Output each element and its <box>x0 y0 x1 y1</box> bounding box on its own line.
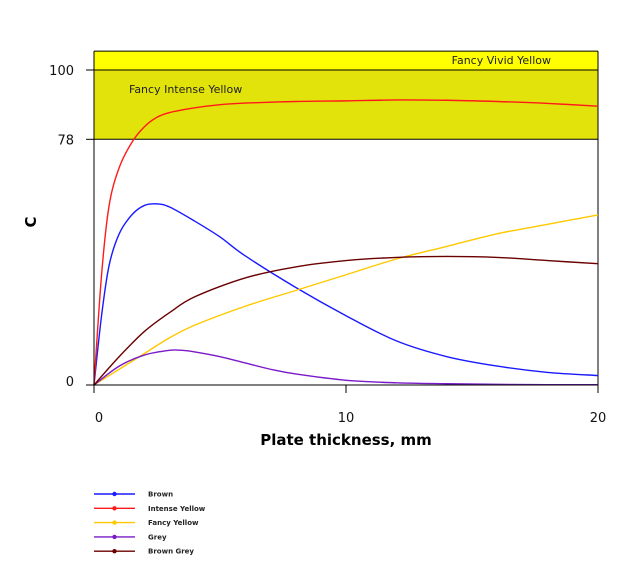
series-line-fancy-yellow <box>93 214 599 386</box>
series-line-brown <box>93 203 599 386</box>
y-axis-label: C <box>22 216 40 227</box>
legend-label-brown: Brown <box>148 491 173 499</box>
legend-item-brown: Brown <box>94 491 173 499</box>
series-line-grey <box>93 349 599 386</box>
legend-marker-grey <box>112 534 117 540</box>
x-axis-label: Plate thickness, mm <box>260 431 432 449</box>
y-tick-label-100: 100 <box>49 64 74 79</box>
legend-item-intense-yellow: Intense Yellow <box>94 505 206 513</box>
legend-label-fancy-yellow: Fancy Yellow <box>148 519 199 527</box>
legend-item-grey: Grey <box>94 533 167 541</box>
y-tick-label-78: 78 <box>57 133 74 148</box>
axes <box>86 51 599 393</box>
band-fancy-vivid-yellow <box>94 51 598 70</box>
band-label-fancy-vivid-yellow: Fancy Vivid Yellow <box>452 54 551 67</box>
legend-marker-fancy-yellow <box>112 520 117 525</box>
legend-marker-brown-grey <box>112 549 117 554</box>
plot-frame <box>94 50 599 385</box>
band-label-fancy-intense-yellow: Fancy Intense Yellow <box>129 83 242 96</box>
y-tick-label-0: 0 <box>66 375 74 390</box>
x-tick-label-20: 20 <box>590 411 607 426</box>
series-line-brown-grey <box>93 255 599 386</box>
legend-item-fancy-yellow: Fancy Yellow <box>94 519 199 527</box>
legend-label-intense-yellow: Intense Yellow <box>148 505 206 513</box>
legend-marker-intense-yellow <box>112 506 117 511</box>
legend: Brown Intense Yellow Fancy Yellow Grey B… <box>94 491 206 556</box>
legend-label-grey: Grey <box>148 533 167 541</box>
band-fancy-intense-yellow <box>94 70 598 140</box>
legend-marker-brown <box>112 491 117 497</box>
x-tick-label-10: 10 <box>338 411 355 426</box>
x-tick-label-0: 0 <box>95 411 103 426</box>
legend-label-brown-grey: Brown Grey <box>148 548 194 556</box>
series-line-intense-yellow <box>93 99 599 386</box>
series-layer <box>93 99 599 386</box>
legend-item-brown-grey: Brown Grey <box>94 548 194 556</box>
